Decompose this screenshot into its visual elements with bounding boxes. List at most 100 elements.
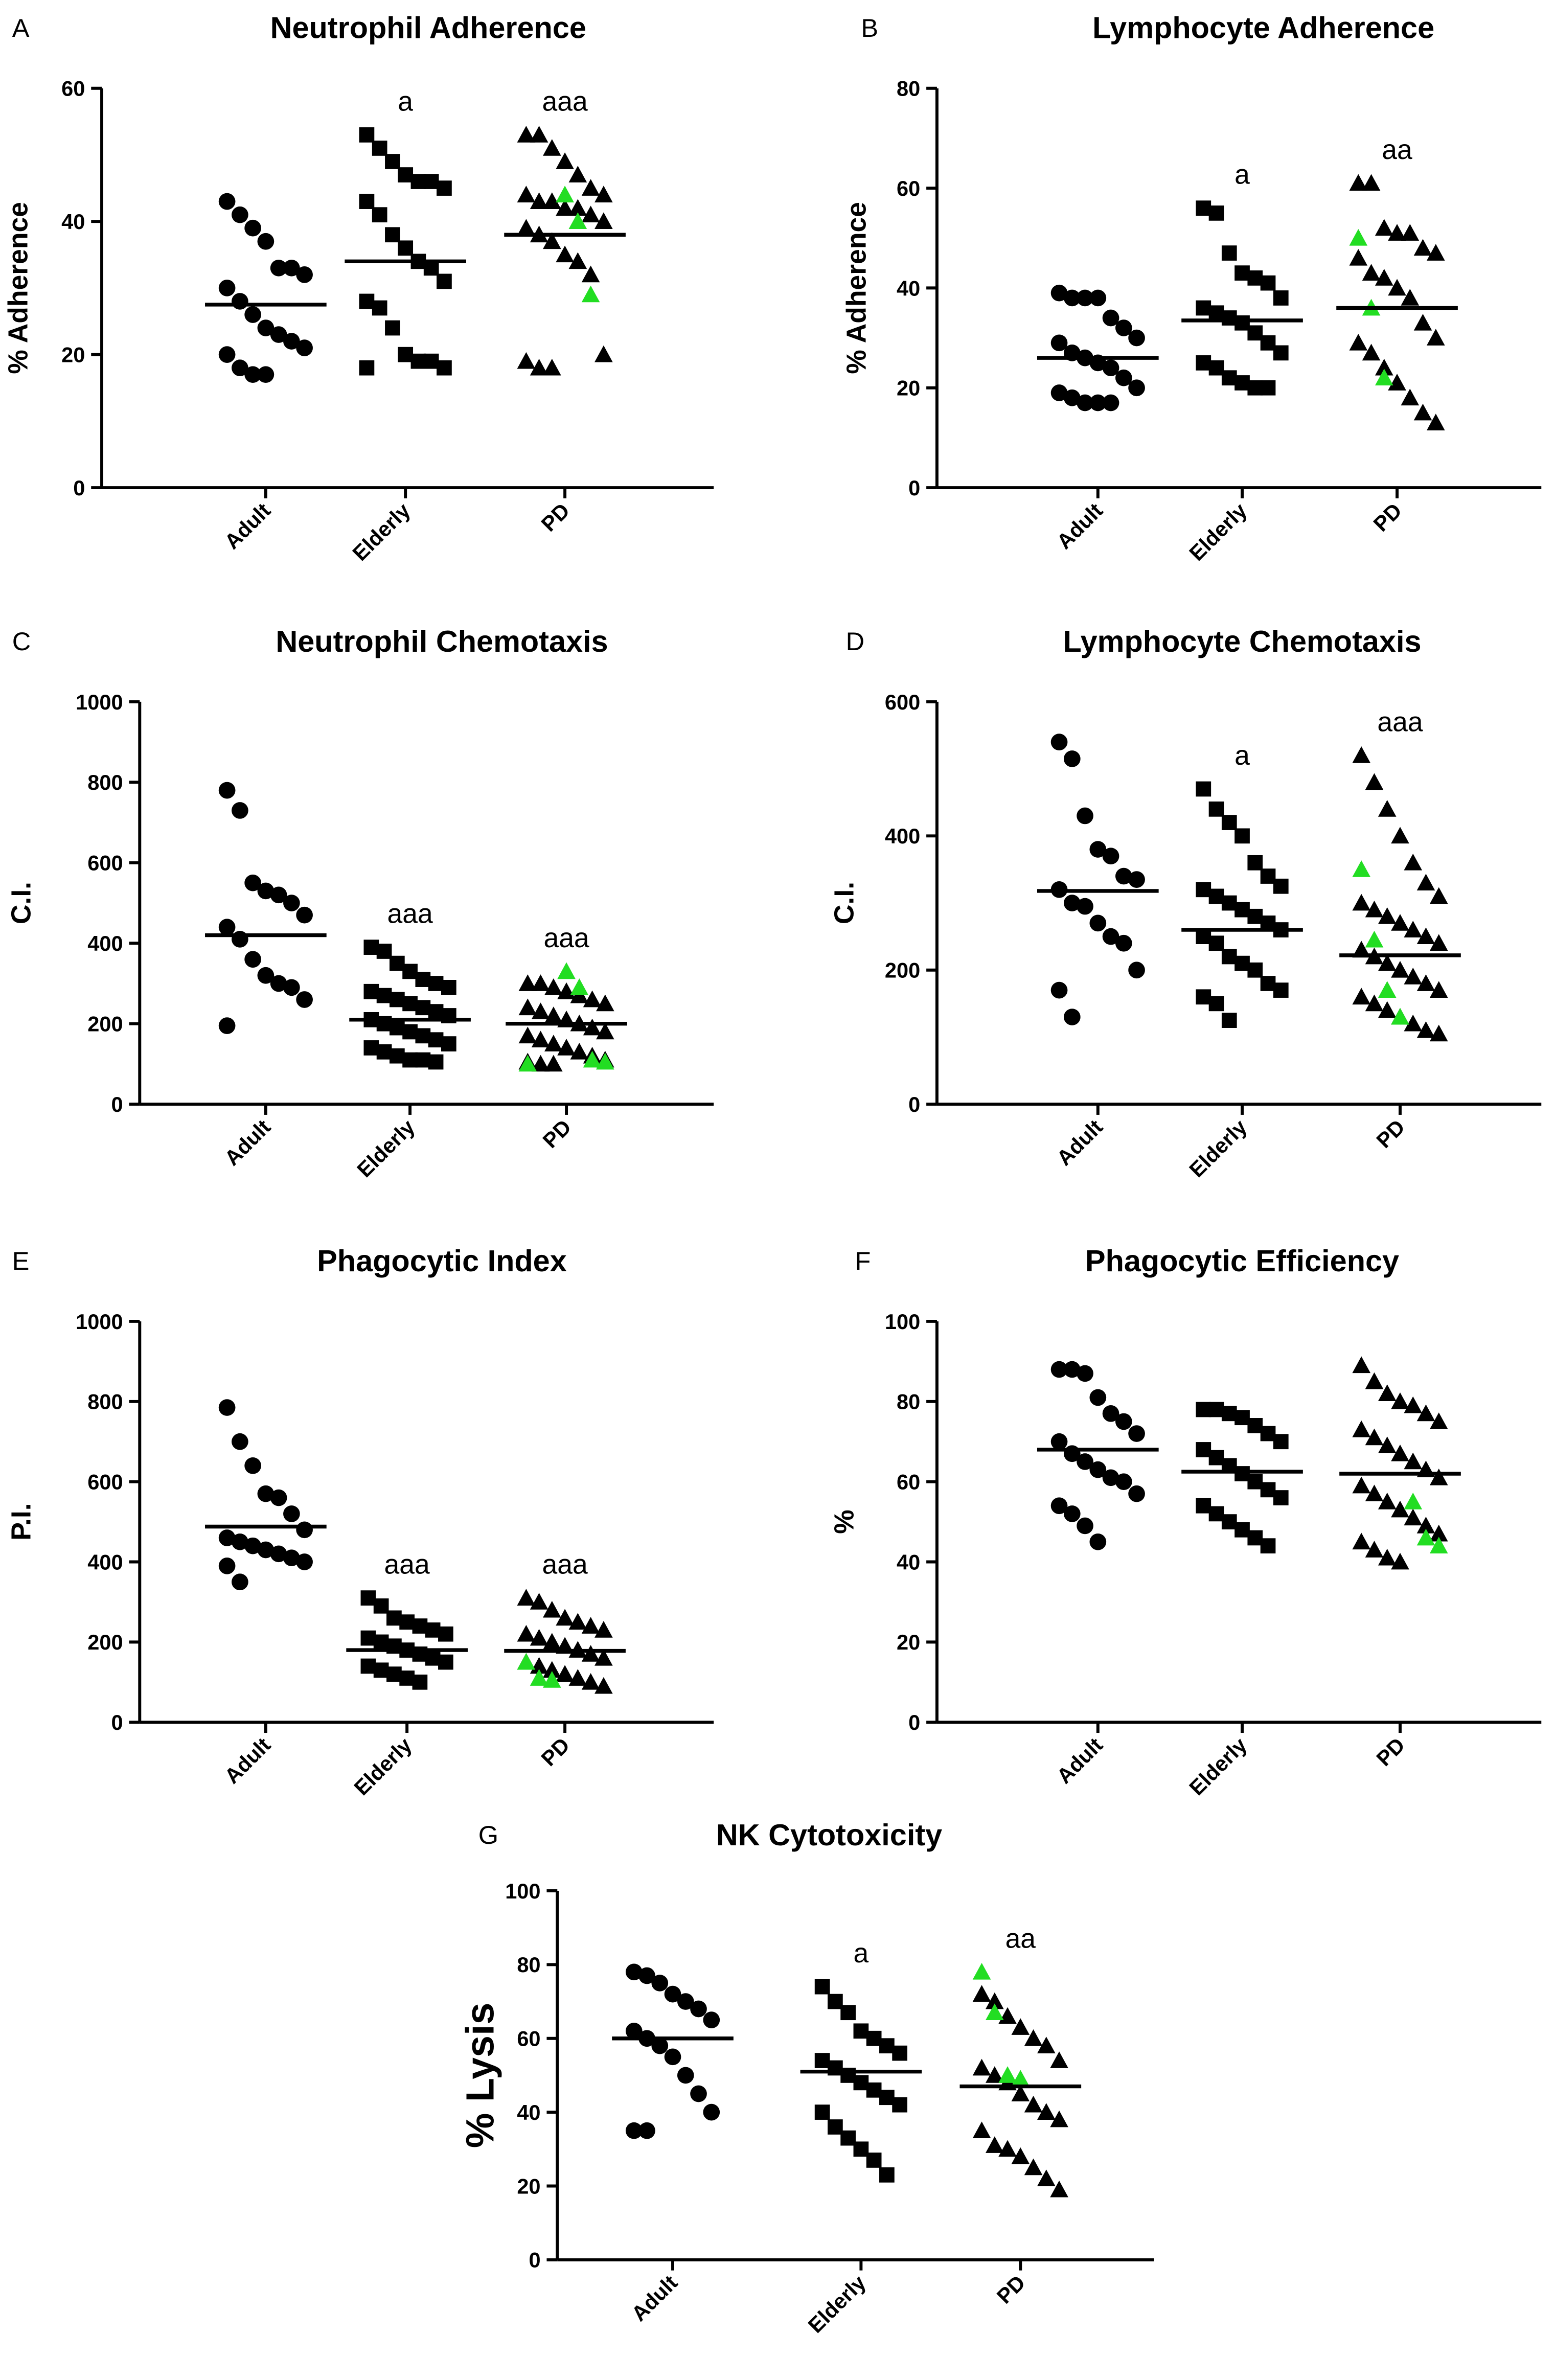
data-point [1349, 334, 1368, 351]
data-point [1063, 289, 1081, 307]
data-point [257, 233, 275, 250]
chart-title: Phagocytic Efficiency [1085, 1244, 1399, 1278]
y-tick-label: 100 [505, 1879, 540, 1903]
data-point [425, 1650, 441, 1666]
data-point [232, 293, 248, 310]
data-point [283, 895, 300, 911]
data-point [1102, 1405, 1119, 1422]
data-point [1128, 1485, 1145, 1502]
data-point [1196, 355, 1211, 371]
data-point [402, 1024, 418, 1040]
data-point [1037, 2036, 1056, 2054]
data-point [296, 266, 313, 283]
data-point [296, 1553, 313, 1570]
data-point [543, 139, 561, 156]
data-point [257, 319, 275, 336]
data-point [1391, 827, 1409, 844]
x-tick-label: PD [1371, 1115, 1409, 1153]
chart-title: Phagocytic Index [317, 1244, 567, 1278]
y-tick-label: 80 [897, 1390, 920, 1414]
data-point [1416, 974, 1435, 991]
data-point [557, 1039, 576, 1056]
data-point [1089, 841, 1107, 858]
data-point [1234, 265, 1250, 281]
data-point [1260, 1538, 1276, 1554]
data-point [359, 127, 375, 143]
data-point [1115, 1473, 1132, 1491]
data-point [423, 353, 439, 369]
data-point [257, 1541, 275, 1559]
significance-label: a [398, 86, 413, 117]
data-point [1063, 1361, 1081, 1378]
data-point [583, 1018, 602, 1036]
data-point [232, 802, 248, 819]
data-point [1429, 1524, 1448, 1542]
data-point [415, 1000, 431, 1016]
data-point [581, 1617, 600, 1634]
data-point [1365, 1372, 1384, 1389]
data-point [232, 1533, 248, 1550]
panel-label: G [478, 1820, 498, 1849]
data-point [437, 360, 452, 376]
data-point [428, 1054, 444, 1070]
data-point [581, 205, 600, 223]
data-point [543, 232, 561, 249]
data-point [1234, 1410, 1250, 1426]
data-point [594, 186, 613, 202]
data-point [1077, 1453, 1093, 1470]
y-tick-label: 1000 [76, 690, 123, 714]
data-point [402, 1052, 418, 1068]
data-point [985, 1992, 1004, 2009]
data-point [530, 1629, 548, 1646]
data-point [1429, 887, 1448, 904]
data-point [1391, 1444, 1409, 1461]
data-point [1196, 1442, 1211, 1457]
data-point [517, 219, 536, 236]
data-point [1089, 394, 1107, 411]
data-point [389, 1048, 405, 1064]
data-point [544, 978, 563, 995]
data-point [410, 353, 426, 369]
data-point [1388, 224, 1406, 241]
data-point [1208, 935, 1224, 951]
data-point [1063, 1505, 1081, 1522]
data-point [428, 1004, 444, 1019]
data-point [386, 1610, 402, 1626]
data-point [530, 126, 548, 143]
data-point [690, 2000, 707, 2018]
data-point [257, 882, 275, 900]
data-point [1273, 1434, 1289, 1450]
y-axis-label: % [830, 1509, 860, 1534]
data-point [270, 975, 287, 992]
data-point [218, 1399, 236, 1416]
data-point [1063, 1009, 1081, 1025]
data-point [677, 1993, 694, 2010]
data-point [359, 360, 375, 376]
data-point [385, 154, 400, 169]
data-point [1273, 290, 1289, 306]
data-point [568, 1669, 587, 1686]
data-point [232, 206, 248, 223]
data-point [385, 320, 400, 336]
data-point [1063, 389, 1081, 406]
data-point [972, 2058, 991, 2076]
data-point [517, 186, 536, 202]
data-point [1196, 989, 1211, 1005]
data-point [1365, 1541, 1384, 1558]
data-point [625, 2022, 643, 2040]
data-point [985, 2136, 1004, 2153]
data-point [853, 2075, 869, 2091]
y-tick-label: 60 [897, 176, 920, 200]
data-point [1089, 1533, 1107, 1550]
data-point [814, 2104, 830, 2120]
significance-label: aa [1005, 1924, 1036, 1954]
data-point [1352, 988, 1371, 1005]
data-point [425, 1622, 441, 1638]
data-point [840, 2130, 856, 2146]
data-point [398, 240, 414, 256]
data-point [1024, 2158, 1043, 2176]
chart-title: Neutrophil Adherence [270, 11, 586, 45]
data-point [518, 974, 537, 991]
data-point [1273, 982, 1289, 998]
